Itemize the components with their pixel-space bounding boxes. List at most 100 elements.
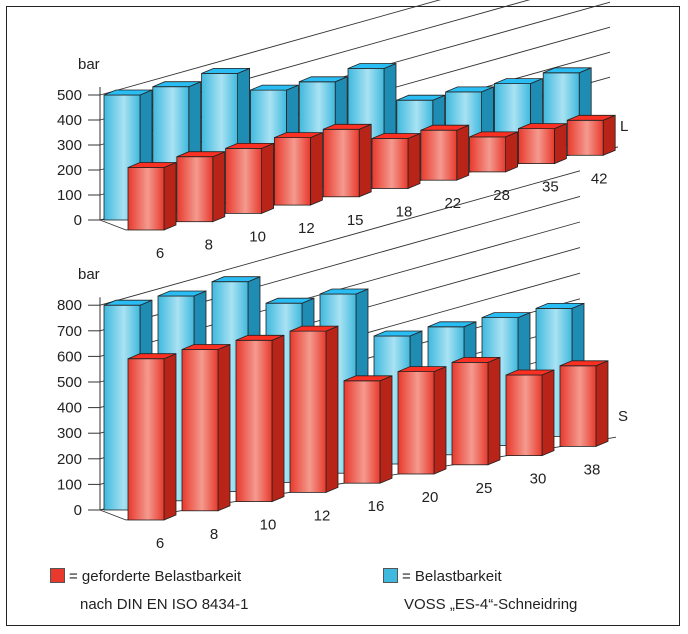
bar-red [566, 119, 604, 156]
bar-red-side [163, 353, 177, 521]
x-tick-label: 28 [493, 187, 510, 204]
bar-red [343, 380, 381, 484]
bar-red-top [274, 132, 323, 139]
y-tick-label: 200 [57, 162, 82, 179]
chart-frame [6, 6, 680, 626]
y-tick-label: 100 [57, 476, 82, 493]
bar-red [371, 138, 409, 189]
legend-blue-note: VOSS „ES-4“-Schneidring [404, 596, 578, 613]
legend-blue-label: = Belastbarkeit [402, 568, 502, 585]
x-tick-label: 12 [298, 220, 315, 237]
bar-red-top [420, 124, 469, 131]
bar-red-side [595, 360, 609, 447]
bar-blue-top [481, 312, 531, 319]
legend-red-label: = geforderte Belastbarkeit [69, 568, 242, 585]
bar-blue-top [543, 67, 592, 74]
bar-blue-top [535, 302, 585, 309]
bar-red-top [289, 325, 339, 332]
x-tick-label: 30 [530, 471, 547, 488]
y-tick-label: 300 [57, 425, 82, 442]
x-tick-label: 42 [591, 170, 608, 187]
bar-red-side [358, 123, 372, 198]
bar-blue-top [347, 63, 397, 69]
bar-blue-top [299, 76, 348, 83]
bar-red [181, 349, 219, 512]
y-tick-label: 500 [57, 374, 82, 391]
bar-red [127, 167, 165, 231]
bar-red-top [518, 123, 567, 130]
bar-red-top [323, 123, 372, 130]
bar-red [420, 129, 458, 181]
x-tick-label: 8 [210, 526, 218, 543]
x-tick-label: 22 [444, 195, 461, 212]
bar-red-top [181, 344, 231, 350]
bar-red [518, 128, 555, 165]
bar-red-side [505, 131, 518, 173]
x-tick-label: 35 [542, 179, 559, 196]
bar-red-top [559, 360, 609, 367]
bar-blue-top [373, 330, 423, 337]
bar-red-top [505, 369, 555, 376]
floor-line [99, 509, 127, 521]
y-tick-label: 400 [57, 112, 82, 129]
floor-line [99, 219, 127, 231]
bar-blue-top [427, 321, 477, 328]
x-tick-label: 12 [314, 507, 331, 524]
bar-red-top [127, 162, 177, 168]
bar-blue-top [250, 84, 299, 91]
bar-red-side [433, 366, 447, 475]
y-tick-label: 200 [57, 451, 82, 468]
x-tick-label: 10 [260, 517, 277, 534]
bar-blue-top [396, 94, 445, 101]
y-tick-label: 100 [57, 187, 82, 204]
y-tick-label: 0 [74, 502, 82, 519]
bar-blue-top [445, 86, 494, 93]
x-tick-label: 6 [156, 245, 164, 262]
bar-red-top [567, 114, 616, 121]
bar-red-top [397, 366, 447, 373]
x-tick-label: 16 [368, 498, 385, 515]
bar-blue-top [494, 78, 543, 84]
bar-red-top [469, 131, 518, 138]
legend-red-swatch [50, 568, 65, 583]
chart-1: 0 100 200 300 400 500 bar L 42 35 28 22 18 15 12 10 8 6 [57, 0, 628, 262]
x-tick-label: 38 [584, 461, 601, 478]
bar-red-top [127, 353, 177, 360]
bar-red-side [541, 369, 555, 457]
bar-blue-top [211, 276, 261, 283]
bar-red-side [379, 375, 393, 484]
y-axis-title: bar [78, 56, 100, 73]
y-tick-label: 600 [57, 348, 82, 365]
bar-red [451, 361, 489, 466]
bar-red [469, 136, 507, 173]
bar-red-top [235, 334, 285, 341]
bar-red [559, 365, 597, 447]
series-axis-label: L [620, 118, 628, 135]
bar-red-side [554, 122, 567, 165]
bar-blue-top [319, 288, 369, 295]
y-tick-label: 800 [57, 297, 82, 314]
x-tick-label: 25 [476, 480, 493, 497]
x-tick-label: 15 [347, 212, 364, 229]
bar-red-side [487, 356, 501, 466]
bar-blue-top [152, 81, 201, 88]
y-tick-label: 500 [57, 87, 82, 104]
y-axis-title: bar [78, 266, 100, 283]
bar-red [397, 371, 435, 475]
bar-red [505, 374, 543, 456]
bar-red-side [261, 142, 275, 214]
bar-red-side [271, 334, 285, 503]
gridline [99, 0, 441, 96]
x-tick-label: 20 [422, 489, 439, 506]
bar-red-side [163, 161, 177, 231]
bar-blue-top [201, 68, 250, 74]
bar-red-side [602, 114, 616, 156]
x-tick-label: 8 [205, 237, 213, 254]
bar-red-side [407, 132, 421, 190]
bar-red [235, 339, 273, 503]
y-tick-label: 700 [57, 323, 82, 340]
legend-red: = geforderte Belastbarkeit [50, 568, 241, 585]
legend-blue-swatch [383, 568, 398, 583]
y-tick-label: 300 [57, 137, 82, 154]
bar-red-top [176, 151, 225, 158]
